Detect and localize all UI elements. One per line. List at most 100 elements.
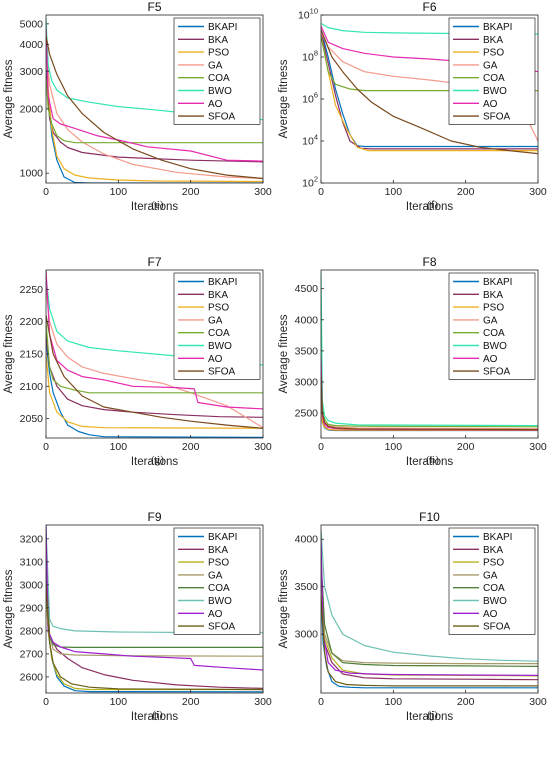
chart-title: F6 [422,0,436,14]
y-axis-label: Average fitness [3,569,15,648]
panel-caption: (j) [427,709,438,721]
legend-label-ga: GA [208,570,223,581]
legend-label-pso: PSO [483,558,504,569]
x-tick-label: 100 [110,186,128,198]
legend-label-ga: GA [483,60,498,71]
series-line-sfoa [321,596,538,687]
legend-label-pso: PSO [483,48,504,59]
series-line-coa [321,558,538,667]
legend-box [173,272,261,380]
y-tick-label: 2100 [20,381,44,393]
chart-title: F8 [422,255,436,269]
legend-label-sfoa: SFOA [483,622,511,633]
y-tick-label: 2000 [20,103,44,115]
y-tick-label: 104 [302,133,318,148]
chart-title: F5 [147,0,161,14]
y-tick-label: 4000 [295,314,319,326]
series-line-pso [46,33,263,183]
x-tick-label: 100 [385,186,403,198]
legend-label-ga: GA [208,60,223,71]
legend-label-bwo: BWO [483,341,507,352]
y-tick-label: 108 [302,49,318,64]
series-line-bkapi [321,29,538,148]
chart-panel-e: 0 100 200 300 1000 2000 3000 4000 5000 F5 Iteratio… [0,0,275,255]
y-tick-label: 4000 [295,534,319,546]
y-tick-label: 2050 [20,413,44,425]
chart-panel-g: 0 100 200 300 2050 2100 2150 2200 2250 F7 Iteratio… [0,255,275,510]
legend-box [448,17,536,125]
y-tick-label: 2900 [20,602,44,614]
legend-label-ao: AO [208,99,223,110]
legend-label-ao: AO [483,99,498,110]
x-tick-label: 0 [43,186,49,198]
panel-caption: (h) [426,454,439,466]
y-tick-label: 3500 [295,581,319,593]
legend-label-pso: PSO [208,48,229,59]
legend-label-coa: COA [208,583,230,594]
legend-label-bkapi: BKAPI [208,22,237,33]
legend-label-ao: AO [208,354,223,365]
chart-svg-f: 0 100 200 300 102 104 106 108 1010 F6 Iterations Av… [278,0,547,213]
series-line-ga [46,44,263,180]
x-tick-label: 300 [529,441,547,453]
legend-label-coa: COA [208,73,230,84]
legend-label-coa: COA [483,583,505,594]
y-axis-label: Average fitness [278,569,290,648]
x-tick-label: 200 [182,696,200,708]
x-tick-label: 100 [385,441,403,453]
y-tick-label: 2150 [20,349,44,361]
y-tick-label: 3000 [295,377,319,389]
axes-box [320,269,539,439]
legend-label-bka: BKA [483,545,503,556]
series-line-ga [321,567,538,665]
chart-title: F9 [147,510,161,524]
legend-label-bwo: BWO [208,341,232,352]
x-tick-label: 200 [457,441,475,453]
y-tick-label: 4000 [20,39,44,51]
x-tick-label: 0 [318,441,324,453]
chart-panel-i: 0 100 200 300 2600 2700 2800 2900 3000 3100 3200 F9… [0,510,275,765]
x-tick-label: 0 [318,696,324,708]
y-tick-label: 3000 [295,629,319,641]
series-line-sfoa [46,35,263,180]
x-axis-label: Iterations [406,711,454,723]
panel-caption: (i) [152,709,163,721]
y-tick-label: 3100 [20,556,44,568]
x-tick-label: 300 [254,696,272,708]
y-tick-label: 5000 [20,18,44,30]
series-line-ao [46,27,263,162]
legend-label-coa: COA [208,328,230,339]
chart-panel-j: 0 100 200 300 3000 3500 4000 F10 Iterations Avera… [275,510,550,765]
legend-label-coa: COA [483,328,505,339]
y-tick-label: 3200 [20,533,44,545]
series-line-sfoa [46,584,263,691]
x-tick-label: 300 [529,696,547,708]
series-line-bka [321,32,538,150]
x-tick-label: 0 [43,441,49,453]
legend-label-bwo: BWO [208,86,232,97]
chart-svg-g: 0 100 200 300 2050 2100 2150 2200 2250 F7 Iteratio… [3,255,272,468]
legend-label-bkapi: BKAPI [208,532,237,543]
legend-label-bka: BKA [483,290,503,301]
y-tick-label: 1000 [20,168,44,180]
series-line-ao [46,525,263,671]
y-tick-label: 2800 [20,625,44,637]
chart-title: F10 [419,510,440,524]
legend-box [448,272,536,380]
panel-caption: (g) [151,454,164,466]
chart-panel-f: 0 100 200 300 102 104 106 108 1010 F6 Iterations Av… [275,0,550,255]
x-tick-label: 100 [110,441,128,453]
legend-label-bkapi: BKAPI [483,277,512,288]
y-tick-label: 2200 [20,316,44,328]
series-line-bkapi [46,341,263,438]
x-axis-label: Iterations [406,456,454,468]
series-line-ao [321,539,538,676]
x-tick-label: 0 [43,696,49,708]
y-axis-label: Average fitness [3,59,15,138]
legend-label-pso: PSO [208,558,229,569]
legend-label-pso: PSO [483,303,504,314]
y-tick-label: 2600 [20,671,44,683]
series-line-ao [46,270,263,410]
